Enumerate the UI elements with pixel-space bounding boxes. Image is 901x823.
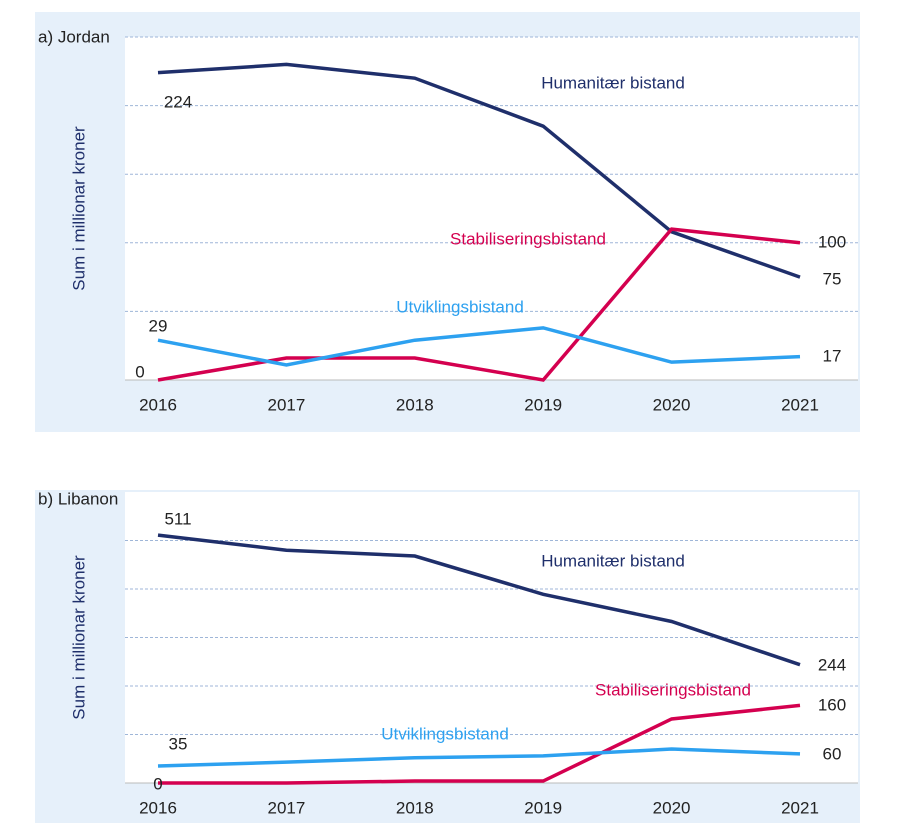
x-tick-label: 2018: [396, 395, 434, 414]
data-label: 0: [135, 362, 144, 381]
x-tick-label: 2020: [653, 798, 691, 817]
x-tick-label: 2017: [267, 395, 305, 414]
data-label: 0: [153, 774, 162, 793]
x-tick-label: 2021: [781, 395, 819, 414]
data-label: 100: [818, 232, 846, 251]
series-label: Utviklingsbistand: [396, 297, 524, 316]
data-label: 244: [818, 655, 846, 674]
series-label: Stabiliseringsbistand: [450, 229, 606, 248]
line: [157, 326, 801, 367]
line: [158, 703, 801, 785]
line: [157, 533, 801, 667]
data-label: 35: [169, 734, 188, 753]
x-tick-label: 2020: [653, 395, 691, 414]
data-label: 17: [823, 346, 842, 365]
x-tick-label: 2017: [267, 798, 305, 817]
y-axis-label: Sum i millionar kroner: [69, 555, 88, 720]
x-tick-label: 2019: [524, 395, 562, 414]
y-axis-label: Sum i millionar kroner: [69, 126, 88, 291]
line: [157, 62, 801, 279]
x-tick-label: 2021: [781, 798, 819, 817]
x-tick-label: 2018: [396, 798, 434, 817]
data-label: 160: [818, 695, 846, 714]
series-label: Utviklingsbistand: [381, 724, 509, 743]
x-tick-label: 2016: [139, 395, 177, 414]
series-label: Stabiliseringsbistand: [595, 680, 751, 699]
data-label: 511: [164, 509, 191, 528]
x-tick-label: 2016: [139, 798, 177, 817]
panel-title: a) Jordan: [38, 27, 110, 46]
panel-title: b) Libanon: [38, 489, 118, 508]
plot-area: [125, 37, 858, 380]
data-label: 60: [823, 744, 842, 763]
line: [157, 747, 801, 768]
data-label: 224: [164, 92, 192, 111]
data-label: 29: [149, 316, 168, 335]
series-label: Humanitær bistand: [541, 551, 685, 570]
data-label: 75: [823, 269, 842, 288]
series-label: Humanitær bistand: [541, 73, 685, 92]
x-tick-label: 2019: [524, 798, 562, 817]
